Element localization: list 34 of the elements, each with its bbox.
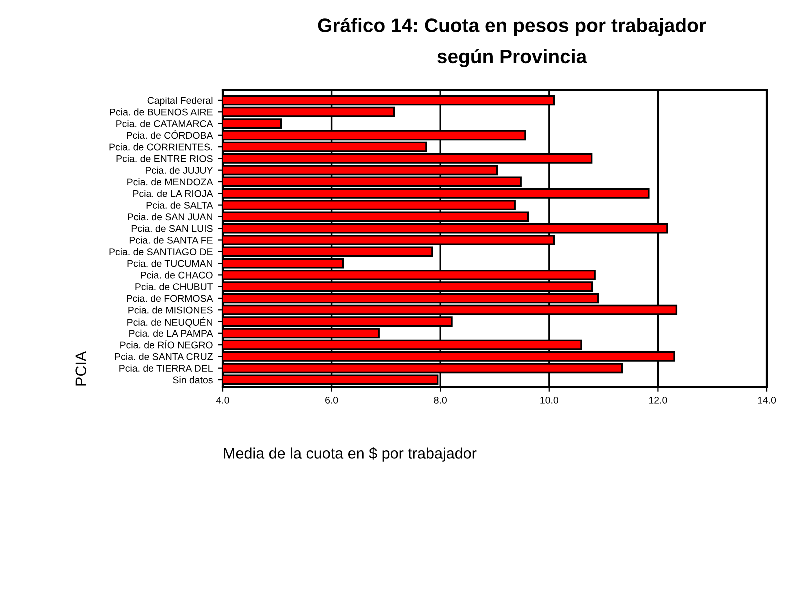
y-tick-label: Pcia. de CHUBUT [136, 283, 214, 290]
y-tick-label: Pcia. de SAN JUAN [128, 213, 212, 221]
y-axis-title: PCIA [76, 351, 87, 386]
y-tick-label: Pcia. de SANTA CRUZ [115, 353, 213, 360]
y-tick-label: Pcia. de MENDOZA [128, 178, 214, 186]
y-tick-label: Capital Federal [148, 96, 213, 106]
x-tick-label: 10.0 [540, 396, 558, 404]
y-tick-label: Pcia. de SANTA FE [130, 236, 213, 244]
y-tick-label: Pcia. de TIERRA DEL [120, 364, 213, 372]
y-tick-label: Pcia. de SALTA [146, 202, 214, 209]
y-tick-label: Pcia. de FORMOSA [127, 294, 214, 302]
y-tick-label: Pcia. de RÍO NEGRO [120, 340, 213, 349]
y-tick-label: Pcia. de SAN LUIS [132, 225, 213, 232]
y-tick-label: Sin datos [173, 376, 213, 384]
x-axis-title: Media de la cuota en $ por trabajador [224, 447, 477, 462]
y-tick-label: Pcia. de CHACO [141, 272, 213, 279]
x-tick-label: 6.0 [326, 396, 338, 404]
x-tick-label: 4.0 [216, 396, 230, 404]
y-tick-label: Pcia. de CÓRDOBA [127, 130, 214, 140]
y-tick-label: Pcia. de CORRIENTES. [110, 144, 212, 151]
chart-title: Gráfico 14: Cuota en pesos por trabajador según Provincia [318, 18, 706, 68]
y-tick-label: Pcia. de LA RIOJA [134, 190, 214, 198]
y-tick-label: Pcia. de BUENOS AIRE [110, 108, 213, 116]
y-tick-label: Pcia. de MISIONES [128, 306, 213, 314]
y-tick-label: Pcia. de ENTRE RIOS [116, 155, 213, 162]
x-tick-label: 14.0 [758, 396, 776, 404]
x-tick-label: 12.0 [649, 396, 668, 404]
y-tick-label: Pcia. de CATAMARCA [116, 120, 214, 128]
y-tick-label: Pcia. de SANTIAGO DE [110, 248, 213, 256]
y-tick-label: Pcia. de TUCUMAN [128, 260, 212, 268]
y-tick-label: Pcia. de NEUQUÉN [128, 317, 212, 328]
y-tick-label: Pcia. de JUJUY [146, 166, 214, 174]
x-tick-label: 8.0 [434, 396, 447, 404]
y-tick-label: Pcia. de LA PAMPA [130, 330, 214, 338]
